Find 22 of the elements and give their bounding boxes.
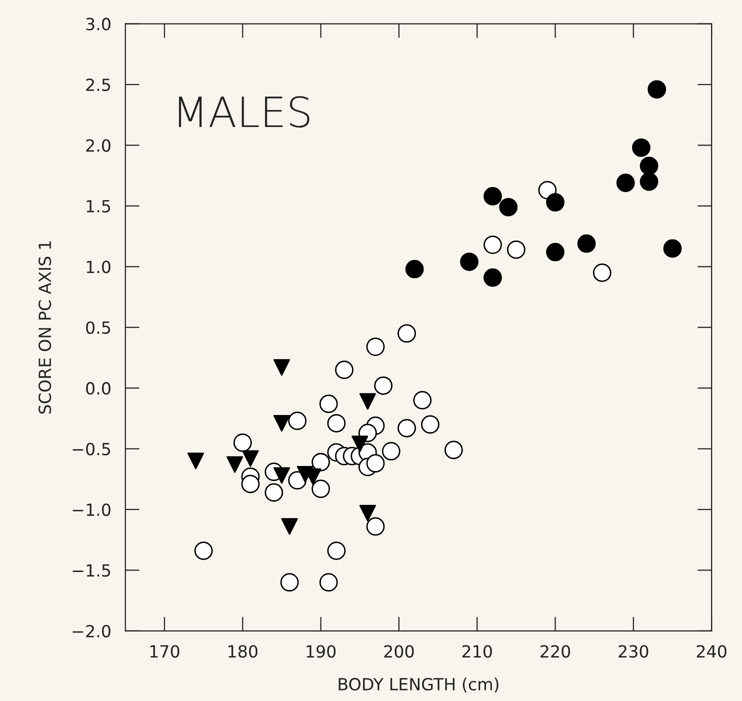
text: MALES: [178, 96, 310, 128]
x-tick-label: 180: [228, 645, 258, 658]
y-tick-label: −0.5: [72, 442, 110, 456]
y-tick-label: −2.0: [72, 624, 110, 638]
x-tick-label: 230: [618, 645, 648, 658]
y-axis-title: SCORE ON PC AXIS 1: [38, 241, 52, 414]
y-tick-label: 3.0: [86, 18, 110, 30]
y-tick-label: −1.0: [72, 503, 110, 516]
x-axis-title: BODY LENGTH (cm): [338, 678, 498, 692]
y-tick-label: 0.0: [86, 382, 110, 395]
y-tick-label: 2.0: [86, 139, 110, 152]
x-tick-label: 240: [696, 645, 726, 658]
y-tick-label: 1.0: [86, 260, 110, 274]
x-tick-label: 190: [306, 645, 336, 658]
x-tick-label: 200: [384, 645, 414, 658]
x-tick-label: 220: [540, 645, 570, 658]
y-tick-label: 1.5: [86, 200, 110, 213]
y-tick-label: 2.5: [86, 78, 110, 92]
y-tick-label: −1.5: [72, 564, 110, 577]
x-tick-label: 170: [150, 645, 180, 658]
x-tick-label: 210: [462, 645, 492, 658]
y-tick-label: 0.5: [86, 321, 110, 334]
